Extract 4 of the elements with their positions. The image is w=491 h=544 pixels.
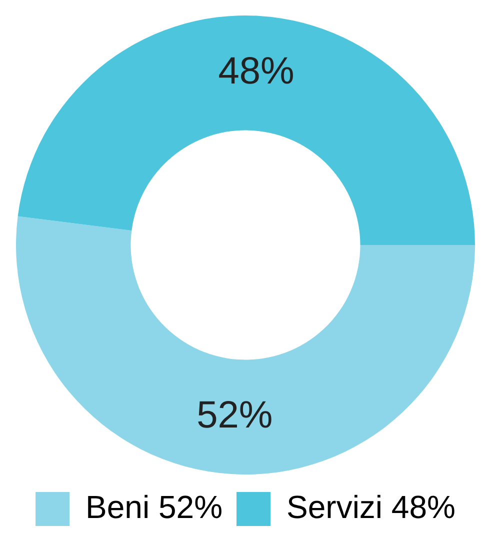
legend-label: Beni 52% <box>86 488 223 525</box>
data-label: 48% <box>218 50 294 93</box>
data-label: 52% <box>196 394 273 436</box>
legend-label: Servizi 48% <box>286 488 456 525</box>
